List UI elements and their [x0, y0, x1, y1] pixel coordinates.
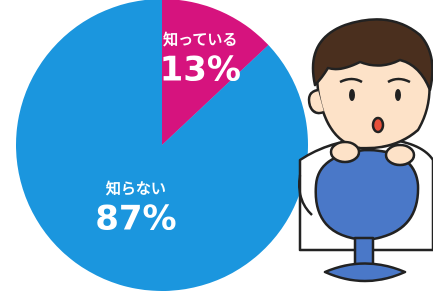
illustration	[299, 19, 433, 281]
category-label: 知らない	[106, 179, 166, 197]
value-label: 13%	[160, 50, 241, 90]
category-label: 知っている	[163, 31, 237, 49]
chart: 知っている13% 知らない87%	[0, 0, 433, 306]
value-label: 87%	[95, 198, 176, 238]
pie	[16, 0, 308, 291]
